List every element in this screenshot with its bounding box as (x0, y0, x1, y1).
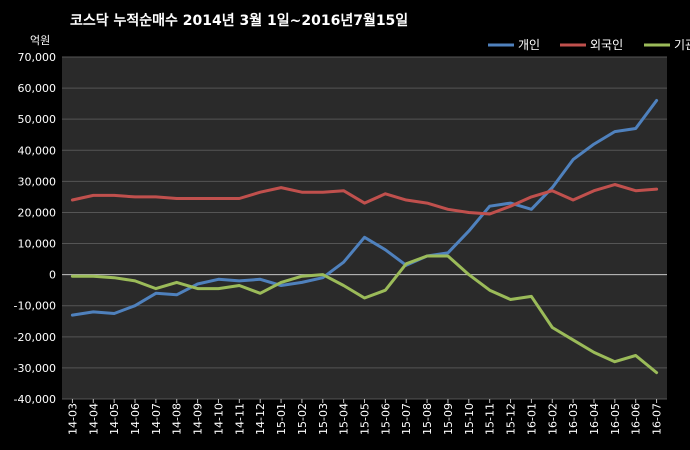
x-tick-label: 16-02 (546, 403, 559, 435)
y-tick-label: -20,000 (14, 331, 56, 344)
y-tick-label: 20,000 (18, 206, 57, 219)
x-tick-label: 14-05 (108, 403, 121, 435)
x-tick-label: 14-07 (150, 403, 163, 435)
x-tick-label: 14-11 (233, 403, 246, 435)
legend-label-1: 외국인 (590, 38, 623, 52)
y-tick-label: -30,000 (14, 362, 56, 375)
x-tick-label: 15-07 (400, 403, 413, 435)
x-tick-label: 15-03 (317, 403, 330, 435)
x-tick-label: 15-09 (442, 403, 455, 435)
y-tick-label: 50,000 (18, 113, 57, 126)
x-tick-label: 16-07 (651, 403, 664, 435)
x-tick-label: 16-01 (525, 403, 538, 435)
legend-label-0: 개인 (518, 38, 540, 52)
x-tick-label: 16-04 (588, 403, 601, 435)
y-tick-label: 70,000 (18, 51, 57, 64)
x-tick-label: 15-08 (421, 403, 434, 435)
x-tick-label: 15-06 (379, 403, 392, 435)
x-tick-label: 15-10 (463, 403, 476, 435)
x-tick-label: 14-10 (212, 403, 225, 435)
y-tick-label: 30,000 (18, 175, 57, 188)
x-tick-label: 15-05 (359, 403, 372, 435)
plot-background (62, 57, 667, 399)
x-tick-label: 16-06 (630, 403, 643, 435)
y-tick-label: -10,000 (14, 300, 56, 313)
x-tick-label: 14-06 (129, 403, 142, 435)
y-tick-label: 0 (49, 269, 56, 282)
y-tick-label: 40,000 (18, 144, 57, 157)
x-tick-label: 14-08 (171, 403, 184, 435)
x-tick-label: 15-02 (296, 403, 309, 435)
x-tick-label: 14-09 (192, 403, 205, 435)
x-tick-label: 16-03 (567, 403, 580, 435)
series-line-0 (70, 99, 659, 317)
x-tick-label: 16-05 (609, 403, 622, 435)
y-tick-label: -40,000 (14, 393, 56, 406)
y-tick-label: 60,000 (18, 82, 57, 95)
plot-area: -40,000 -30,000 -20,000 -10,000 0 10,000 20,00… (14, 51, 667, 435)
x-tick-label: 15-01 (275, 403, 288, 435)
chart-title: 코스닥 누적순매수 2014년 3월 1일~2016년7월15일 (70, 12, 408, 29)
x-tick-label: 14-04 (87, 403, 100, 435)
legend-label-2: 기관 (674, 38, 690, 52)
x-tick-label: 14-12 (254, 403, 267, 435)
x-tick-label: 15-11 (484, 403, 497, 435)
y-tick-label: 10,000 (18, 238, 57, 251)
y-axis-unit-label: 억원 (30, 34, 50, 47)
x-tick-label: 14-03 (66, 403, 79, 435)
x-tick-label: 15-04 (338, 403, 351, 435)
series-line-2 (70, 254, 659, 375)
series-line-1 (70, 183, 659, 216)
legend: 개인 외국인 기관 (488, 38, 690, 52)
x-tick-label: 15-12 (505, 403, 518, 435)
